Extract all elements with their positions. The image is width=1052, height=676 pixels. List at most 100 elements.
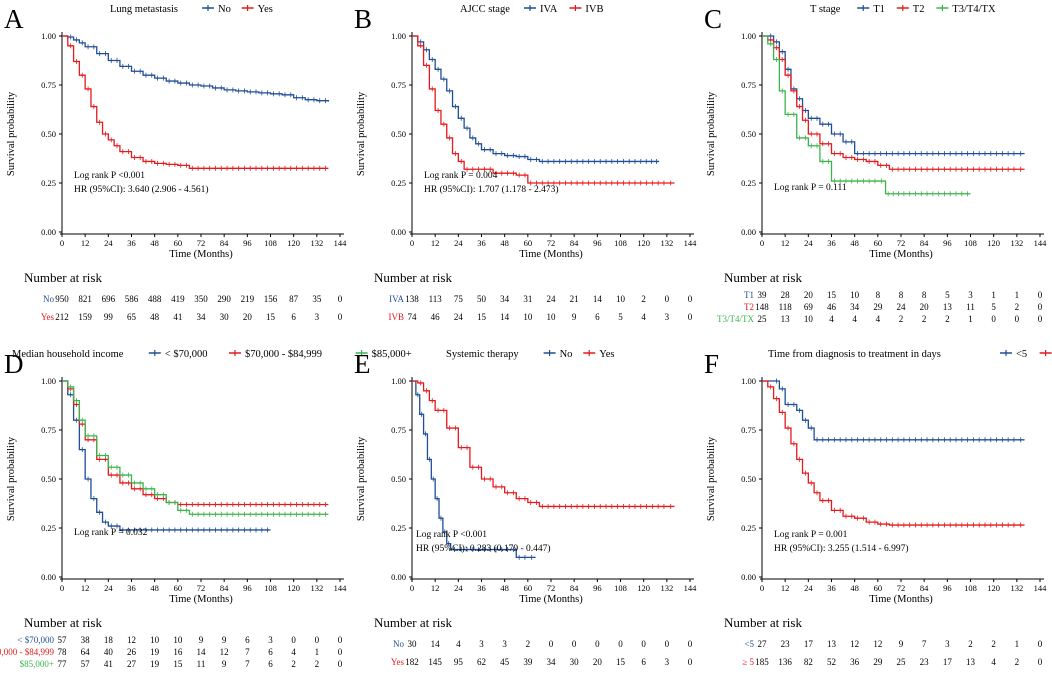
- y-tick-label: 0.00: [391, 227, 406, 237]
- annotation-1: HR (95%CI): 3.640 (2.906 - 4.561): [74, 184, 209, 195]
- risk-count: 0: [665, 294, 670, 304]
- x-tick-label: 144: [334, 238, 348, 248]
- risk-count: 30: [570, 657, 580, 667]
- risk-table-title: Number at risk: [374, 615, 452, 630]
- legend-title: Systemic therapy: [446, 349, 519, 360]
- risk-count: 14: [593, 294, 603, 304]
- x-tick-label: 84: [220, 238, 229, 248]
- risk-count: 2: [315, 659, 320, 669]
- x-tick-label: 120: [987, 238, 1000, 248]
- risk-count: 9: [199, 635, 204, 645]
- panel-b: B AJCC stage IVA IVB 0.00 0.25 0.50 0.75 1.00 0 12…: [354, 4, 697, 322]
- y-tick-label: 0.50: [391, 129, 406, 139]
- risk-count: 9: [222, 659, 227, 669]
- x-tick-label: 96: [943, 583, 952, 593]
- risk-count: 15: [616, 657, 626, 667]
- x-tick-label: 120: [287, 238, 300, 248]
- x-tick-label: 84: [570, 583, 579, 593]
- x-tick-label: 0: [60, 238, 64, 248]
- annotation-1: HR (95%CI): 0.283 (0.179 - 0.447): [416, 543, 551, 554]
- legend-label-0: < $70,000: [165, 349, 208, 360]
- x-tick-label: 72: [197, 238, 206, 248]
- risk-count: 4: [456, 639, 461, 649]
- km-curve-t2: [762, 35, 1025, 170]
- x-tick-label: 0: [410, 583, 414, 593]
- risk-count: 136: [778, 657, 792, 667]
- risk-count: 30: [408, 639, 418, 649]
- risk-count: 350: [194, 294, 208, 304]
- risk-count: 0: [665, 639, 670, 649]
- risk-count: 138: [405, 294, 419, 304]
- legend-label-1: T2: [913, 4, 925, 15]
- risk-count: 9: [222, 635, 227, 645]
- panel-letter: E: [354, 349, 371, 379]
- risk-count: 34: [500, 294, 510, 304]
- risk-count: 0: [641, 639, 646, 649]
- x-tick-label: 120: [637, 238, 650, 248]
- x-tick-label: 24: [804, 583, 813, 593]
- risk-count: 2: [1015, 302, 1020, 312]
- risk-count: 64: [81, 647, 91, 657]
- x-tick-label: 12: [781, 238, 790, 248]
- y-tick-label: 0.25: [741, 523, 756, 533]
- risk-count: 23: [920, 657, 930, 667]
- risk-table-title: Number at risk: [724, 615, 802, 630]
- risk-count: 0: [572, 639, 577, 649]
- x-tick-label: 144: [684, 583, 698, 593]
- risk-count: 10: [547, 312, 557, 322]
- x-tick-label: 24: [804, 238, 813, 248]
- panel-c: C T stage T1 T2 T3/T4/TX 0.00 0.25 0.50 0.75 1.00…: [704, 4, 1047, 324]
- x-tick-label: 96: [593, 583, 602, 593]
- risk-count: 16: [173, 647, 183, 657]
- x-tick-label: 36: [827, 238, 836, 248]
- y-tick-label: 0.25: [741, 178, 756, 188]
- risk-count: 62: [477, 657, 486, 667]
- risk-row-label: IVB: [389, 312, 405, 322]
- risk-count: 0: [338, 312, 343, 322]
- y-tick-label: 0.00: [741, 572, 756, 582]
- censor-marks: [420, 39, 657, 164]
- risk-count: 12: [220, 647, 229, 657]
- risk-count: 2: [641, 294, 646, 304]
- risk-count: 0: [338, 647, 343, 657]
- y-axis-label: Survival probability: [706, 91, 717, 176]
- km-curve-ivb: [412, 35, 675, 184]
- risk-count: 15: [477, 312, 487, 322]
- risk-count: 0: [338, 635, 343, 645]
- panel-letter: D: [4, 349, 24, 379]
- risk-count: 45: [500, 657, 510, 667]
- risk-count: 20: [920, 302, 930, 312]
- legend-label-0: No: [560, 349, 573, 360]
- annotation-0: Log rank P = 0.004: [424, 171, 498, 181]
- risk-count: 0: [1038, 290, 1043, 300]
- x-tick-label: 24: [454, 583, 463, 593]
- risk-count: 13: [966, 657, 976, 667]
- x-tick-label: 132: [660, 583, 673, 593]
- y-axis-label: Survival probability: [706, 436, 717, 521]
- x-tick-label: 60: [874, 238, 883, 248]
- y-tick-label: 1.00: [741, 31, 756, 41]
- risk-count: 10: [150, 635, 160, 645]
- x-tick-label: 36: [127, 583, 136, 593]
- risk-row-label: <5: [744, 639, 754, 649]
- risk-count: 2: [1015, 657, 1020, 667]
- risk-count: 0: [1038, 639, 1043, 649]
- risk-count: 2: [991, 639, 996, 649]
- x-tick-label: 60: [524, 583, 533, 593]
- risk-count: 696: [102, 294, 116, 304]
- risk-row-label: Yes: [41, 312, 55, 322]
- risk-count: 185: [755, 657, 769, 667]
- risk-count: 27: [127, 659, 137, 669]
- risk-count: 25: [758, 314, 768, 324]
- legend: Lung metastasis No Yes: [110, 4, 273, 15]
- risk-count: 69: [804, 302, 814, 312]
- risk-count: 4: [991, 657, 996, 667]
- x-tick-label: 60: [174, 238, 183, 248]
- x-tick-label: 108: [964, 238, 977, 248]
- risk-count: 14: [431, 639, 441, 649]
- risk-count: 46: [827, 302, 837, 312]
- legend: AJCC stage IVA IVB: [460, 4, 603, 15]
- risk-count: 20: [593, 657, 603, 667]
